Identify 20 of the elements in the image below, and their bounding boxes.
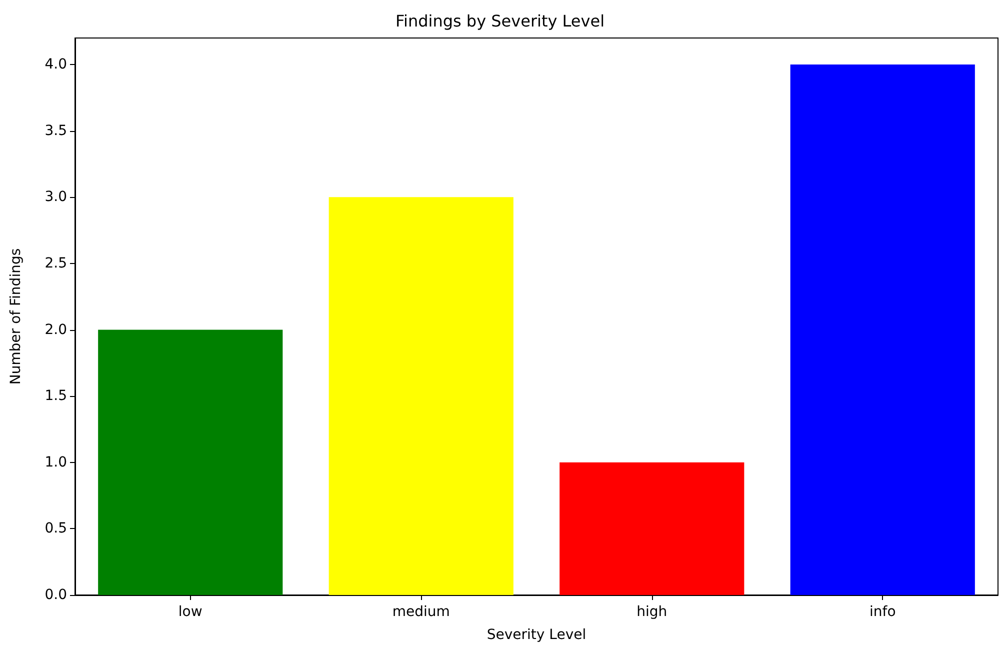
y-tick-label: 0.5 [44,520,67,537]
y-tick-label: 4.0 [44,56,67,73]
bar [790,64,975,595]
y-tick-label: 3.5 [44,122,67,139]
y-tick-label: 1.0 [44,454,67,470]
y-tick-label: 2.0 [44,322,67,338]
chart-title: Findings by Severity Level [395,12,605,30]
y-tick-label: 1.5 [44,388,67,404]
x-axis-title: Severity Level [486,627,586,643]
bar [98,330,283,595]
x-tick-label: low [178,604,202,620]
y-axis-title: Number of Findings [8,248,24,385]
x-tick-label: medium [392,604,450,620]
bar [328,197,514,595]
x-tick-label: info [869,604,896,620]
y-tick-label: 3.0 [44,189,67,206]
y-tick-label: 0.0 [44,587,67,603]
bar [560,462,744,595]
x-tick-label: high [636,604,668,620]
y-tick-label: 2.5 [44,255,67,272]
